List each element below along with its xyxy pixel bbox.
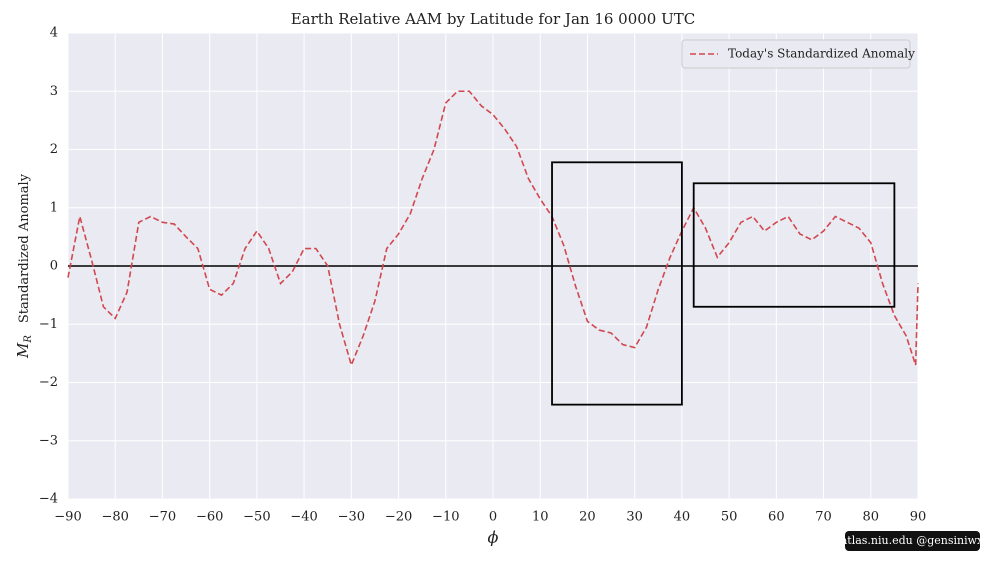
legend: Today's Standardized Anomaly (681, 39, 915, 69)
x-tick-label: 60 (768, 510, 785, 525)
x-tick-label: 40 (674, 510, 691, 525)
x-tick-label: −20 (385, 510, 412, 525)
x-axis-label: ϕ (488, 528, 499, 547)
y-tick-label: 4 (50, 26, 58, 41)
y-tick-label: −1 (39, 317, 58, 332)
watermark: atlas.niu.edu @gensiniwx (841, 534, 984, 547)
x-tick-label: −30 (338, 510, 365, 525)
y-tick-label: 2 (50, 142, 58, 157)
y-tick-label: −3 (39, 433, 58, 448)
y-tick-label: −2 (39, 375, 58, 390)
data-line (67, 90, 919, 368)
y-axis-label: MR Standardized Anomaly (14, 173, 34, 359)
annotation-box (692, 182, 896, 308)
watermark-box (845, 531, 980, 551)
x-tick-label: 50 (721, 510, 738, 525)
x-tick-label: −70 (149, 510, 176, 525)
legend-box (681, 39, 911, 69)
x-tick-label: −60 (196, 510, 223, 525)
y-tick-label: 3 (50, 84, 58, 99)
y-tick-label: −4 (39, 492, 58, 507)
y-label-text: Standardized Anomaly (17, 173, 32, 323)
annotation-box (551, 161, 683, 406)
y-label-symbol: M (14, 342, 32, 359)
x-tick-label: 10 (532, 510, 549, 525)
x-tick-label: −10 (432, 510, 459, 525)
x-tick-label: −90 (54, 510, 81, 525)
x-tick-label: −40 (290, 510, 317, 525)
x-tick-label: −50 (243, 510, 270, 525)
chart-title: Earth Relative AAM by Latitude for Jan 1… (291, 10, 696, 28)
legend-label: Today's Standardized Anomaly (728, 47, 915, 61)
x-tick-label: 20 (579, 510, 596, 525)
x-tick-label: 30 (626, 510, 643, 525)
x-tick-label: 80 (863, 510, 880, 525)
y-label-subscript: R (23, 335, 34, 344)
x-tick-label: 70 (815, 510, 832, 525)
x-tick-label: 90 (910, 510, 927, 525)
x-tick-label: 0 (489, 510, 497, 525)
x-tick-label: −80 (102, 510, 129, 525)
y-tick-label: 0 (50, 259, 58, 274)
y-tick-label: 1 (50, 200, 58, 215)
